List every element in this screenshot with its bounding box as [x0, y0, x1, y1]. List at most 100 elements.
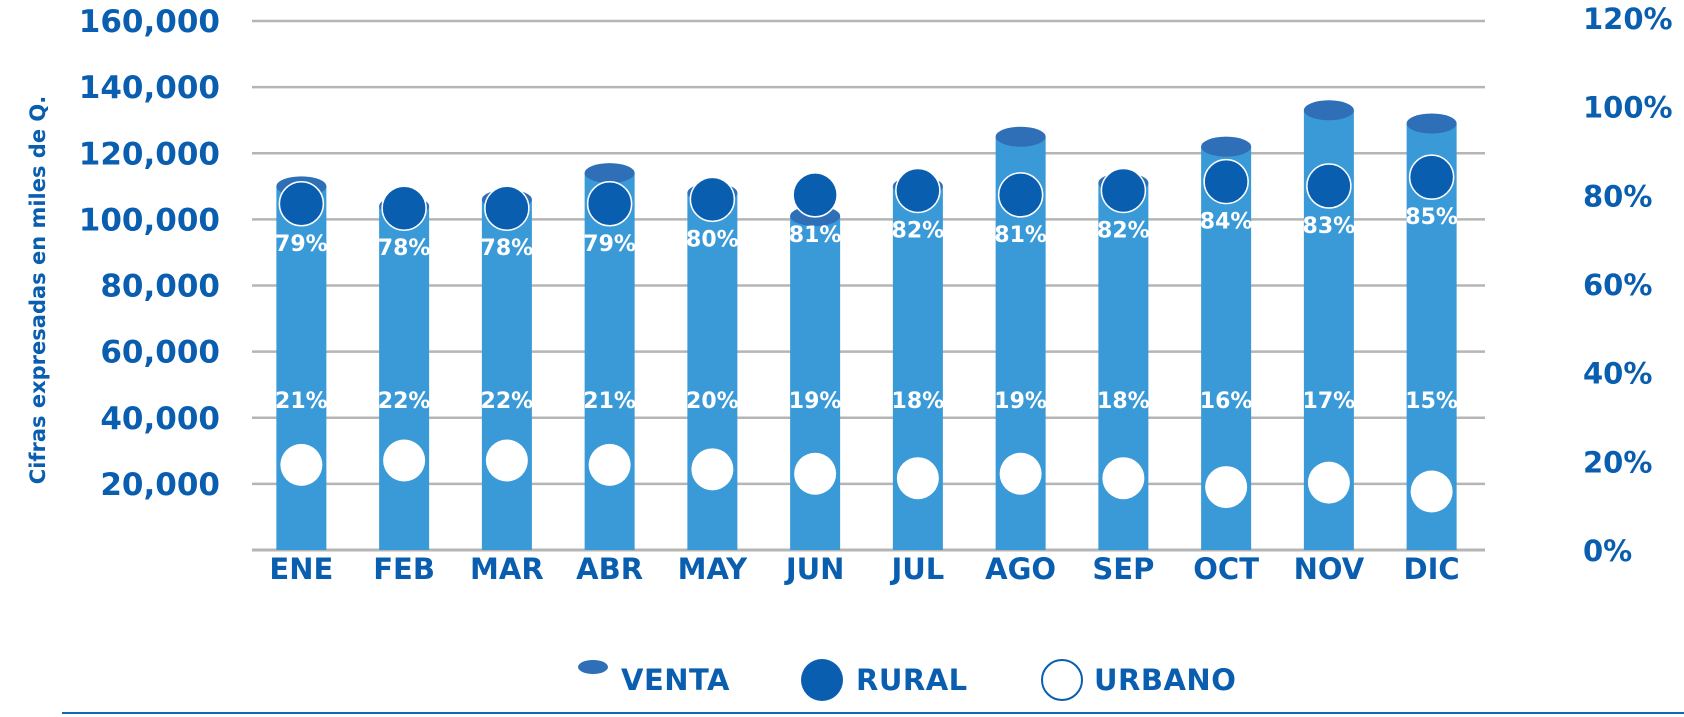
bar-group-oct: 84% 16% OCT [1193, 136, 1259, 586]
y-tick-label: 80,000 [100, 269, 220, 305]
rural-label: 84% [1200, 210, 1253, 235]
urbano-label: 16% [1200, 389, 1253, 414]
urbano-label: 19% [994, 389, 1047, 414]
urbano-marker [1205, 466, 1248, 509]
bar-group-abr: 79% 21% ABR [576, 163, 643, 586]
x-tick-label: FEB [373, 552, 435, 586]
y-axis-label: Cifras expresadas en miles de Q. [26, 96, 50, 484]
rural-label: 82% [1097, 218, 1150, 243]
x-tick-label: ENE [269, 552, 333, 586]
legend-item-venta: VENTA [575, 650, 730, 710]
urbano-marker [588, 443, 631, 486]
y-tick-label: 120,000 [79, 136, 220, 172]
bar-group-sep: 82% 18% SEP [1092, 167, 1154, 586]
rural-marker [381, 185, 427, 231]
y-tick-label: 140,000 [79, 70, 220, 106]
rural-marker [278, 181, 325, 227]
bottom-rule [62, 712, 1684, 714]
urbano-marker [691, 448, 734, 491]
x-tick-label: OCT [1193, 552, 1259, 586]
rural-label: 78% [378, 236, 431, 261]
rural-marker [792, 172, 838, 218]
rural-label: 83% [1303, 214, 1356, 239]
x-tick-label: DIC [1404, 552, 1460, 586]
urbano-label: 22% [481, 389, 534, 414]
urbano-label: 22% [378, 389, 431, 414]
circle-white-icon [1041, 659, 1083, 701]
rural-marker [997, 172, 1044, 218]
legend-item-urbano: URBANO [1040, 650, 1236, 710]
rural-marker [484, 185, 530, 231]
y2-tick-label: 80% [1583, 179, 1652, 213]
x-tick-label: MAY [678, 552, 749, 586]
legend-label-venta: VENTA [621, 663, 730, 697]
bar-group-nov: 83% 17% NOV [1294, 100, 1365, 586]
bar-group-mar: 78% 22% MAR [470, 185, 544, 586]
rural-marker [1306, 163, 1352, 209]
y2-tick-label: 0% [1583, 534, 1632, 568]
urbano-marker [999, 452, 1042, 495]
venta-bar [584, 173, 635, 550]
urbano-label: 21% [583, 389, 636, 414]
bar-group-jun: 81% 19% JUN [784, 172, 845, 586]
y-tick-label: 100,000 [79, 202, 220, 238]
urbano-marker [280, 443, 323, 486]
venta-bar-top [1406, 113, 1457, 134]
venta-bar-top [584, 163, 635, 184]
bar-group-may: 80% 20% MAY [678, 176, 749, 586]
ellipse-dark-blue-icon [578, 660, 608, 674]
rural-marker [586, 181, 633, 227]
y-tick-label: 40,000 [100, 401, 220, 437]
y2-tick-label: 60% [1583, 268, 1652, 302]
y2-tick-label: 40% [1583, 357, 1652, 391]
rural-label: 85% [1405, 205, 1458, 230]
rural-marker [689, 176, 736, 223]
rural-marker [895, 167, 941, 214]
urbano-label: 20% [686, 389, 739, 414]
y-tick-label: 20,000 [100, 467, 220, 503]
venta-bar [379, 206, 430, 550]
urbano-label: 17% [1303, 389, 1356, 414]
y2-tick-label: 100% [1583, 91, 1673, 125]
urbano-label: 18% [1097, 389, 1150, 414]
rural-label: 82% [892, 218, 945, 243]
bar-group-feb: 78% 22% FEB [373, 185, 435, 586]
rural-label: 81% [789, 223, 842, 248]
urbano-label: 18% [892, 389, 945, 414]
legend-label-rural: RURAL [856, 663, 968, 697]
x-tick-label: SEP [1092, 552, 1154, 586]
urbano-label: 19% [789, 389, 842, 414]
bar-group-ene: 79% 21% ENE [269, 176, 333, 586]
rural-marker [1100, 167, 1147, 214]
venta-bar-top [995, 126, 1046, 147]
rural-marker [1203, 158, 1249, 205]
urbano-marker [1102, 457, 1145, 500]
venta-bar [481, 199, 532, 550]
y2-tick-label: 20% [1583, 445, 1652, 479]
y-tick-label: 60,000 [100, 335, 220, 371]
venta-bar-top [1303, 100, 1354, 121]
x-tick-label: JUN [784, 552, 845, 586]
axes: 160,000 140,000 120,000 100,000 80,000 60,000… [79, 2, 1673, 568]
rural-label: 78% [481, 236, 534, 261]
legend-label-urbano: URBANO [1094, 663, 1237, 697]
urbano-label: 21% [275, 389, 328, 414]
bar-group-jul: 82% 18% JUL [889, 167, 945, 586]
circle-blue-icon [801, 659, 843, 701]
bars: 79% 21% ENE 78% 22% FEB 78% 22% MAR 79% 21% ABR 80% 2… [269, 100, 1460, 586]
x-tick-label: MAR [470, 552, 544, 586]
urbano-marker [485, 439, 528, 482]
x-tick-label: AGO [985, 552, 1056, 586]
urbano-marker [1410, 470, 1453, 513]
urbano-marker [383, 439, 426, 482]
urbano-marker [1307, 461, 1350, 504]
urbano-marker [794, 452, 837, 495]
bar-group-dic: 85% 15% DIC [1404, 113, 1460, 586]
rural-label: 79% [275, 232, 328, 257]
legend: VENTA RURAL URBANO [0, 650, 1684, 710]
x-tick-label: JUL [889, 552, 944, 586]
venta-bar [687, 192, 738, 551]
rural-label: 79% [583, 232, 636, 257]
gridlines [252, 19, 1485, 552]
